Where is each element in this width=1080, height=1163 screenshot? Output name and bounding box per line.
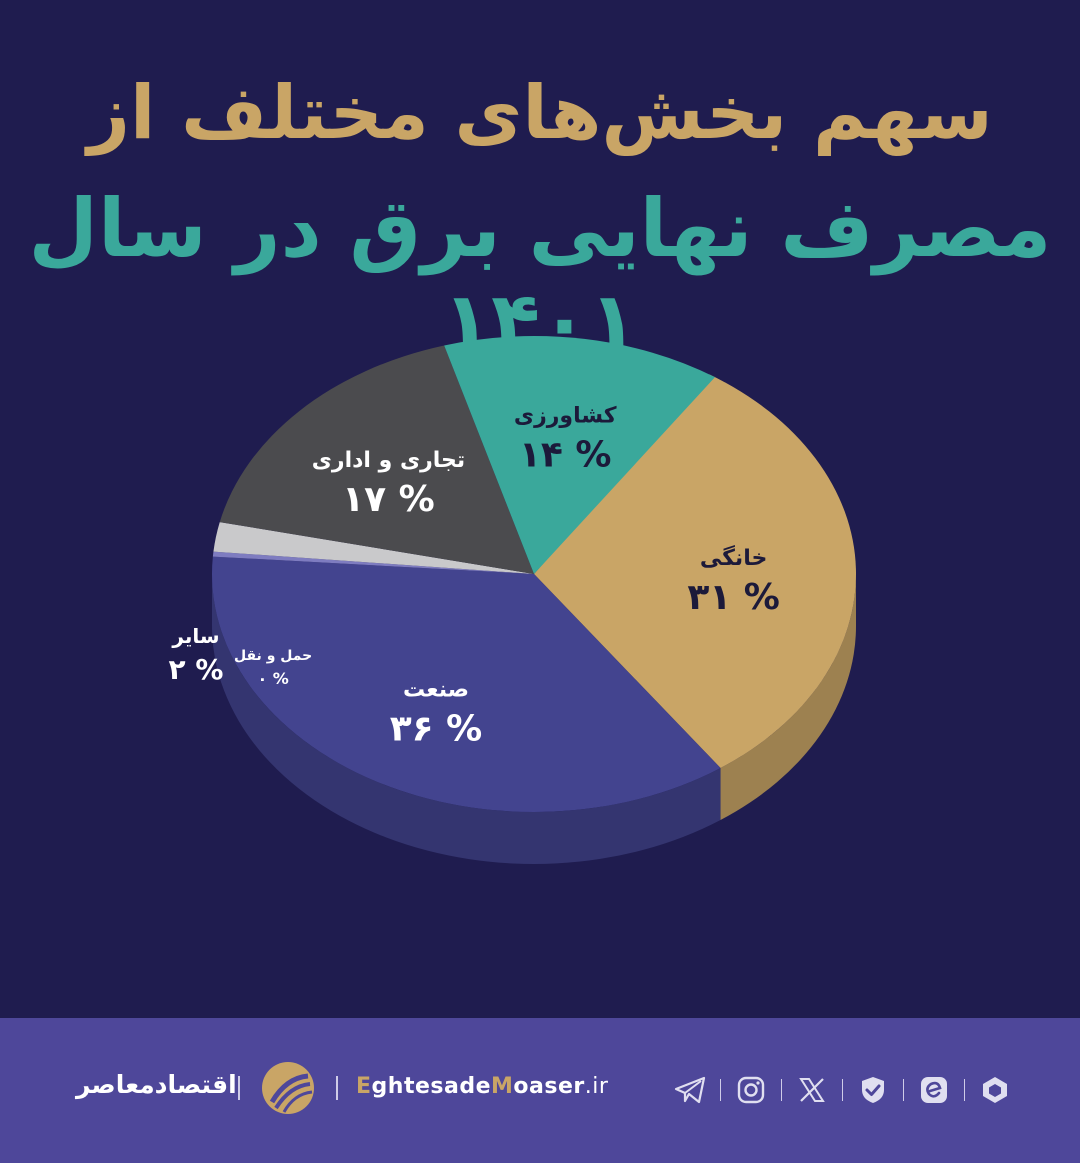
- telegram-icon[interactable]: [672, 1072, 708, 1108]
- divider: [842, 1079, 843, 1101]
- slice-label: سایر: [171, 624, 219, 648]
- divider: [781, 1079, 782, 1101]
- slice-value: ۳۶ %: [390, 709, 483, 750]
- social-icons: [672, 1072, 1013, 1108]
- pie-slice-خانگی: [534, 374, 857, 769]
- slice-label: کشاورزی: [514, 403, 617, 428]
- slice-label: صنعت: [403, 678, 469, 703]
- pie-slice-تجاری و اداری: [219, 345, 534, 574]
- pie-slice-سایر: [213, 522, 534, 574]
- slice-value: ۱۷ %: [342, 479, 435, 520]
- website-link[interactable]: EghtesadeMoaser.ir: [356, 1074, 609, 1099]
- slice-label: خانگی: [700, 544, 767, 571]
- slice-value: ۰ %: [257, 669, 288, 688]
- title-line-2: مصرف نهایی برق در سال ۱۴۰۱: [28, 182, 1052, 368]
- title-line-1: سهم بخش‌های مختلف از: [87, 70, 993, 156]
- instagram-icon[interactable]: [733, 1072, 769, 1108]
- divider: [903, 1079, 904, 1101]
- eitaa-icon[interactable]: [916, 1072, 952, 1108]
- pie-chart: خانگی ۳۱ % صنعت ۳۶ % حمل و نقل ۰ % سایر ۲ % تجار…: [169, 335, 857, 865]
- divider: [336, 1076, 338, 1100]
- slice-value: ۳۱ %: [687, 577, 780, 618]
- pie-slice-کشاورزی: [444, 335, 715, 574]
- verified-icon[interactable]: [855, 1072, 891, 1108]
- slice-value: ۲ %: [169, 653, 224, 686]
- rubika-icon[interactable]: [977, 1072, 1013, 1108]
- slice-label: تجاری و اداری: [312, 448, 465, 473]
- divider: [238, 1076, 240, 1100]
- pie-side-صنعت: [211, 574, 721, 865]
- pie-side-خانگی: [720, 574, 856, 821]
- x-icon[interactable]: [794, 1072, 830, 1108]
- pie-slice-حمل و نقل: [212, 551, 534, 574]
- brand-name: اقتصادمعاصر: [76, 1070, 237, 1099]
- slice-label: حمل و نقل: [234, 648, 312, 664]
- footer: اقتصادمعاصر EghtesadeMoaser.ir: [0, 1018, 1080, 1163]
- logo-icon: [262, 1062, 314, 1114]
- pie-slice-صنعت: [211, 556, 721, 813]
- divider: [964, 1079, 965, 1101]
- divider: [720, 1079, 721, 1101]
- slice-value: ۱۴ %: [519, 434, 612, 475]
